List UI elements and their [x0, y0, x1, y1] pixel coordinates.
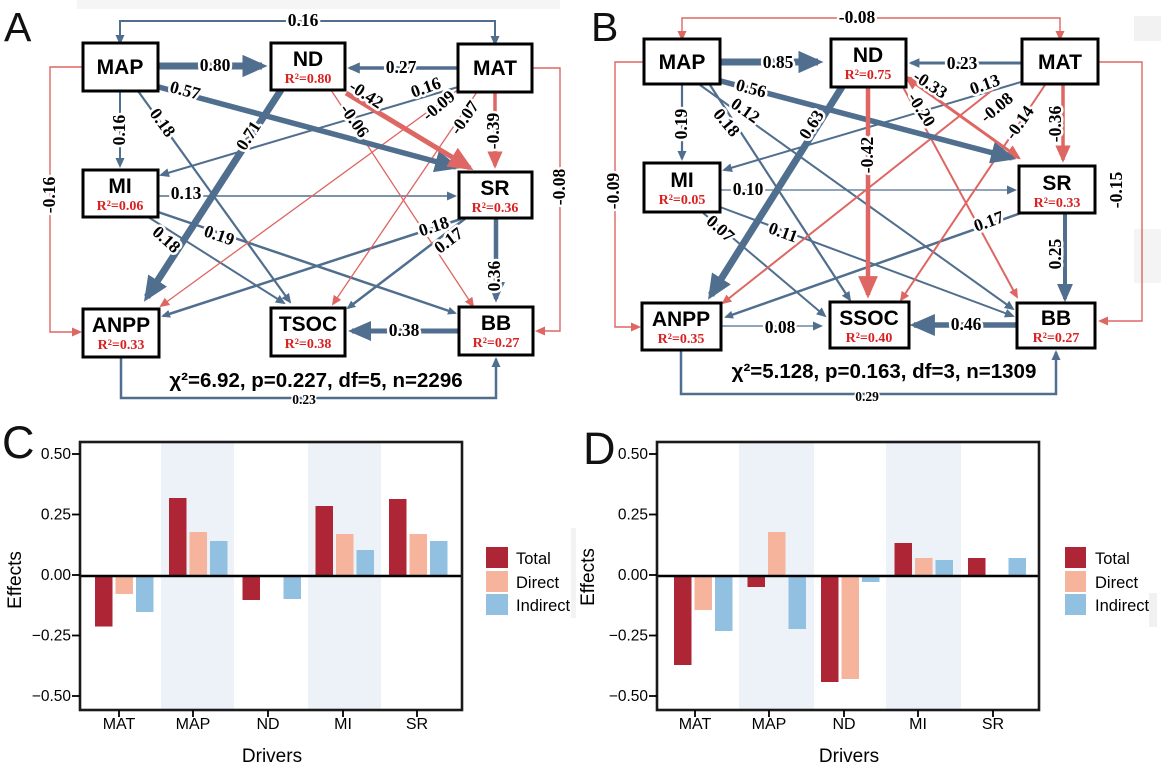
svg-text:0.85: 0.85 — [763, 52, 794, 72]
svg-text:0.23: 0.23 — [292, 392, 316, 407]
svg-text:BB: BB — [481, 312, 511, 335]
svg-text:-0.09: -0.09 — [603, 173, 623, 210]
svg-text:0.19: 0.19 — [671, 108, 691, 139]
svg-text:−0.50: −0.50 — [609, 688, 649, 705]
svg-text:Effects: Effects — [578, 548, 599, 606]
svg-text:0.25: 0.25 — [618, 507, 648, 524]
svg-text:MI: MI — [670, 169, 693, 192]
svg-text:0.46: 0.46 — [951, 314, 982, 334]
svg-text:SR: SR — [982, 716, 1004, 733]
svg-text:MAT: MAT — [473, 57, 517, 80]
svg-text:ND: ND — [293, 48, 323, 71]
svg-text:C: C — [2, 417, 35, 468]
svg-text:R²=0.35: R²=0.35 — [658, 332, 705, 347]
svg-text:R²=0.05: R²=0.05 — [659, 193, 706, 208]
svg-text:0.38: 0.38 — [389, 320, 420, 340]
svg-text:Drivers: Drivers — [819, 746, 879, 767]
svg-text:B: B — [591, 4, 618, 50]
svg-text:SSOC: SSOC — [839, 307, 899, 330]
svg-text:0.25: 0.25 — [1045, 238, 1065, 269]
svg-text:ANPP: ANPP — [652, 308, 710, 331]
svg-text:0.16: 0.16 — [109, 114, 129, 145]
svg-text:-0.36: -0.36 — [1045, 106, 1065, 143]
svg-text:0.10: 0.10 — [733, 179, 764, 199]
svg-text:−0.50: −0.50 — [32, 688, 72, 705]
svg-text:χ²=6.92, p=0.227, df=5, n=2296: χ²=6.92, p=0.227, df=5, n=2296 — [169, 369, 462, 392]
svg-text:0.08: 0.08 — [765, 317, 796, 337]
svg-text:MAT: MAT — [103, 716, 136, 733]
svg-text:Total: Total — [516, 550, 551, 568]
svg-text:BB: BB — [1041, 307, 1071, 330]
svg-text:MI: MI — [909, 716, 927, 733]
svg-text:R²=0.38: R²=0.38 — [285, 337, 332, 352]
svg-text:Indirect: Indirect — [516, 597, 571, 615]
svg-text:0.00: 0.00 — [41, 567, 72, 584]
svg-text:R²=0.33: R²=0.33 — [1034, 196, 1081, 211]
svg-text:0.50: 0.50 — [41, 446, 72, 463]
svg-text:0.25: 0.25 — [41, 507, 71, 524]
svg-text:ND: ND — [832, 716, 855, 733]
svg-text:-0.08: -0.08 — [549, 169, 569, 206]
svg-text:0.16: 0.16 — [288, 10, 319, 30]
svg-text:0.36: 0.36 — [484, 260, 504, 291]
svg-text:A: A — [4, 4, 32, 50]
svg-text:R²=0.36: R²=0.36 — [472, 201, 519, 216]
svg-text:Total: Total — [1095, 550, 1130, 568]
svg-text:-0.16: -0.16 — [39, 177, 59, 214]
svg-text:R²=0.27: R²=0.27 — [1033, 331, 1080, 346]
svg-text:Direct: Direct — [516, 574, 560, 592]
svg-text:SR: SR — [480, 177, 509, 200]
svg-text:MAP: MAP — [659, 51, 706, 74]
svg-text:-0.15: -0.15 — [1106, 172, 1126, 209]
svg-text:MI: MI — [334, 716, 352, 733]
svg-text:0.80: 0.80 — [200, 55, 231, 75]
svg-text:Drivers: Drivers — [242, 746, 302, 767]
svg-text:R²=0.33: R²=0.33 — [98, 338, 145, 353]
svg-text:0.13: 0.13 — [171, 183, 202, 203]
svg-text:χ²=5.128, p=0.163, df=3, n=130: χ²=5.128, p=0.163, df=3, n=1309 — [732, 360, 1037, 383]
svg-text:D: D — [583, 423, 616, 474]
svg-text:R²=0.06: R²=0.06 — [97, 199, 144, 214]
svg-text:0.27: 0.27 — [386, 57, 417, 77]
svg-text:MAT: MAT — [1038, 51, 1082, 74]
svg-text:-0.39: -0.39 — [483, 113, 503, 150]
svg-text:Effects: Effects — [5, 551, 26, 609]
svg-text:MI: MI — [108, 175, 131, 198]
svg-text:R²=0.27: R²=0.27 — [473, 336, 520, 351]
svg-text:ND: ND — [256, 716, 279, 733]
svg-text:0.29: 0.29 — [855, 389, 879, 404]
svg-text:0.50: 0.50 — [618, 446, 649, 463]
svg-text:Indirect: Indirect — [1095, 597, 1150, 615]
svg-text:ANPP: ANPP — [92, 314, 150, 337]
svg-text:MAP: MAP — [752, 716, 787, 733]
svg-text:R²=0.75: R²=0.75 — [845, 68, 892, 83]
svg-text:ND: ND — [853, 44, 883, 67]
svg-text:−0.25: −0.25 — [609, 628, 648, 645]
svg-text:0.00: 0.00 — [618, 567, 649, 584]
svg-text:SR: SR — [1042, 172, 1071, 195]
svg-text:MAP: MAP — [97, 56, 144, 79]
svg-text:R²=0.40: R²=0.40 — [846, 331, 893, 346]
svg-text:R²=0.80: R²=0.80 — [285, 72, 332, 87]
svg-text:TSOC: TSOC — [279, 313, 337, 336]
svg-text:0.23: 0.23 — [947, 53, 978, 73]
svg-text:-0.08: -0.08 — [839, 7, 876, 27]
svg-text:−0.25: −0.25 — [32, 628, 71, 645]
svg-text:-0.42: -0.42 — [857, 137, 877, 173]
svg-text:Direct: Direct — [1095, 574, 1139, 592]
svg-text:SR: SR — [406, 716, 428, 733]
svg-text:MAP: MAP — [176, 716, 211, 733]
svg-text:MAT: MAT — [679, 716, 712, 733]
